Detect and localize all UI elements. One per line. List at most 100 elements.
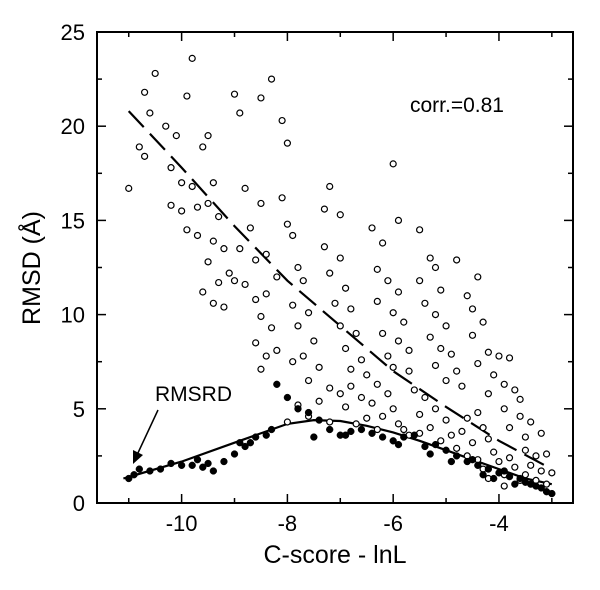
correlation-annotation: corr.=0.81: [410, 94, 504, 117]
open-point: [442, 322, 450, 330]
rmsrd-annotation: RMSRD: [155, 383, 232, 406]
open-point: [447, 431, 455, 439]
filled-point: [177, 461, 186, 469]
open-point: [431, 263, 440, 272]
open-point: [230, 90, 239, 98]
open-point: [400, 425, 408, 434]
filled-point: [262, 431, 270, 439]
open-point: [347, 382, 355, 390]
open-point: [230, 277, 239, 285]
filled-point: [426, 450, 434, 458]
open-point: [426, 424, 434, 432]
open-point: [289, 231, 297, 240]
filled-point: [447, 457, 456, 466]
open-point: [505, 424, 514, 432]
filled-point: [130, 471, 138, 479]
open-point: [384, 277, 392, 285]
filled-point: [505, 472, 514, 481]
axis-ticks: [97, 31, 573, 504]
open-point: [400, 318, 408, 326]
open-point: [373, 380, 381, 388]
open-point: [341, 403, 350, 411]
open-point: [479, 424, 487, 432]
open-point: [352, 329, 360, 338]
open-point: [474, 273, 482, 281]
open-point: [521, 433, 530, 441]
open-point: [336, 322, 344, 330]
x-axis-title: C-score - lnL: [263, 541, 406, 569]
y-tick-labels: 0 5 10 15 20 25: [61, 20, 85, 516]
open-point: [225, 269, 233, 277]
open-point: [384, 352, 392, 360]
filled-point: [548, 489, 556, 498]
open-point: [521, 471, 530, 479]
open-point: [204, 132, 212, 140]
filled-point: [156, 465, 165, 473]
filled-point: [188, 461, 196, 469]
open-point: [178, 207, 186, 215]
open-point: [416, 410, 424, 419]
rmsrd-curve: [123, 418, 553, 486]
open-point: [453, 444, 461, 452]
open-point: [209, 237, 217, 245]
open-point: [431, 361, 440, 370]
open-point: [394, 420, 403, 428]
open-point: [193, 203, 202, 211]
open-point: [326, 418, 334, 426]
open-point: [500, 482, 508, 490]
open-point: [289, 358, 297, 366]
open-point: [331, 299, 339, 307]
open-point: [458, 427, 466, 436]
open-point: [468, 305, 477, 313]
open-point: [368, 224, 376, 232]
open-point: [204, 199, 212, 208]
open-point: [389, 160, 397, 168]
open-point: [410, 386, 418, 394]
dashed-fit-line: [127, 110, 553, 471]
filled-point: [199, 463, 207, 471]
filled-point: [304, 408, 313, 417]
open-point: [262, 290, 270, 298]
x-tick-label: -6: [383, 511, 403, 536]
filled-circle-series: [125, 380, 556, 498]
y-tick-label: 15: [61, 208, 85, 233]
open-point: [505, 354, 514, 362]
open-point: [384, 390, 392, 398]
open-point: [363, 371, 371, 379]
open-point: [458, 382, 466, 390]
open-point: [220, 303, 228, 311]
open-point: [373, 265, 381, 273]
open-point: [204, 258, 212, 266]
open-point: [511, 463, 519, 471]
open-point: [220, 245, 228, 253]
filled-point: [511, 480, 519, 488]
open-point: [442, 416, 450, 424]
open-point: [320, 205, 329, 213]
open-point: [394, 288, 403, 296]
open-point: [484, 390, 492, 398]
open-point: [167, 201, 175, 209]
filled-point: [357, 425, 366, 434]
open-point: [188, 182, 196, 191]
filled-point: [341, 431, 350, 439]
open-point: [463, 414, 471, 422]
open-point: [405, 367, 413, 375]
open-point: [278, 194, 286, 202]
filled-point: [537, 484, 545, 492]
x-tick-labels: -10 -8 -6 -4: [166, 511, 509, 536]
filled-point: [220, 457, 228, 466]
open-point: [341, 344, 350, 353]
filled-point: [209, 467, 218, 475]
filled-point: [167, 459, 175, 468]
open-point: [241, 184, 249, 192]
open-point: [262, 352, 270, 360]
open-point: [542, 450, 551, 458]
open-point: [468, 331, 477, 339]
open-point: [453, 256, 461, 264]
open-point: [379, 329, 387, 338]
open-point: [236, 109, 244, 117]
open-point: [373, 425, 381, 434]
open-point: [548, 469, 556, 477]
filled-point: [347, 427, 355, 436]
open-point: [252, 339, 260, 347]
